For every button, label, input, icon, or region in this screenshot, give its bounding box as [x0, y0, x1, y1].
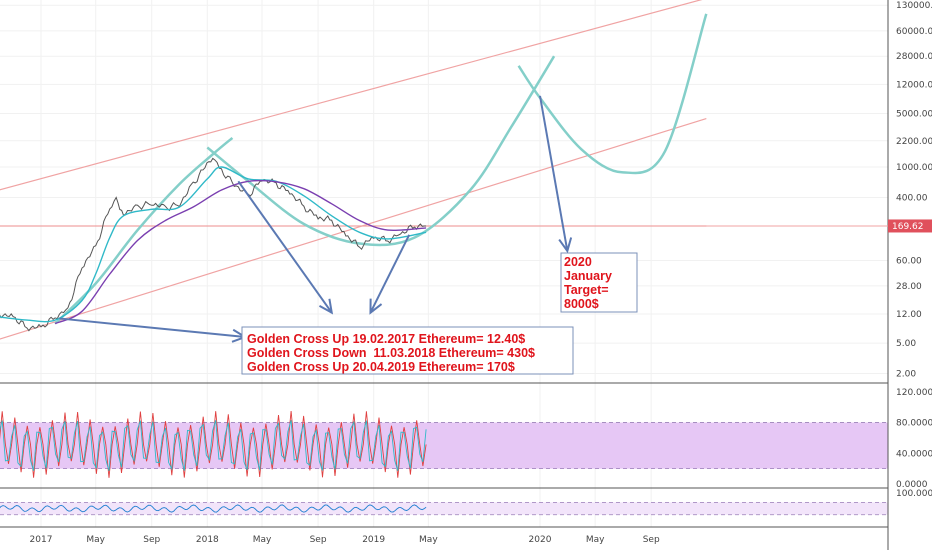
price-tick-label: 28.00	[896, 282, 922, 292]
time-tick-label: May	[419, 535, 438, 545]
price-tick-label: 2200.00	[896, 137, 932, 147]
last-price-label: 169.62	[892, 222, 924, 232]
price-tick-label: 60000.00	[896, 27, 932, 37]
target-line-3: Target=	[564, 283, 609, 297]
time-tick-label: Sep	[143, 535, 160, 545]
time-tick-label: Sep	[310, 535, 327, 545]
time-tick-label: May	[253, 535, 272, 545]
stoch-tick-label: 80.0000	[896, 419, 932, 429]
golden-cross-annotation[interactable]: Golden Cross Up 19.02.2017 Ethereum= 12.…	[242, 327, 573, 374]
golden-cross-line-1: Golden Cross Up 19.02.2017 Ethereum= 12.…	[247, 332, 525, 346]
time-tick-label: May	[86, 535, 105, 545]
target-annotation[interactable]: 2020 January Target= 8000$	[561, 253, 637, 312]
stoch-rsi-band	[0, 423, 888, 469]
price-tick-label: 5000.00	[896, 110, 932, 120]
time-tick-label: 2017	[30, 535, 53, 545]
price-tick-label: 60.00	[896, 257, 922, 267]
price-tick-label: 12.00	[896, 310, 922, 320]
price-tick-label: 2.00	[896, 370, 916, 380]
price-tick-label: 12000.00	[896, 80, 932, 90]
time-tick-label: May	[586, 535, 605, 545]
time-tick-label: 2020	[529, 535, 552, 545]
time-tick-label: 2019	[362, 535, 385, 545]
target-line-4: 8000$	[564, 297, 599, 311]
rsi-band	[0, 502, 888, 514]
time-tick-label: Sep	[643, 535, 660, 545]
target-line-1: 2020	[564, 255, 592, 269]
price-tick-label: 5.00	[896, 339, 916, 349]
stoch-tick-label: 40.0000	[896, 449, 932, 459]
price-tick-label: 28000.00	[896, 52, 932, 62]
golden-cross-line-2: Golden Cross Down 11.03.2018 Ethereum= 4…	[247, 346, 535, 360]
time-tick-label: 2018	[196, 535, 219, 545]
price-tick-label: 130000.00	[896, 1, 932, 11]
price-tick-label: 400.00	[896, 193, 928, 203]
stoch-tick-label: 120.0000	[896, 388, 932, 398]
golden-cross-line-3: Golden Cross Up 20.04.2019 Ethereum= 170…	[247, 360, 515, 374]
last-price-tag: 169.62	[888, 219, 932, 232]
target-line-2: January	[564, 269, 612, 283]
price-tick-label: 1000.00	[896, 163, 932, 173]
rsi-tick-label: 100.0000	[896, 489, 932, 499]
